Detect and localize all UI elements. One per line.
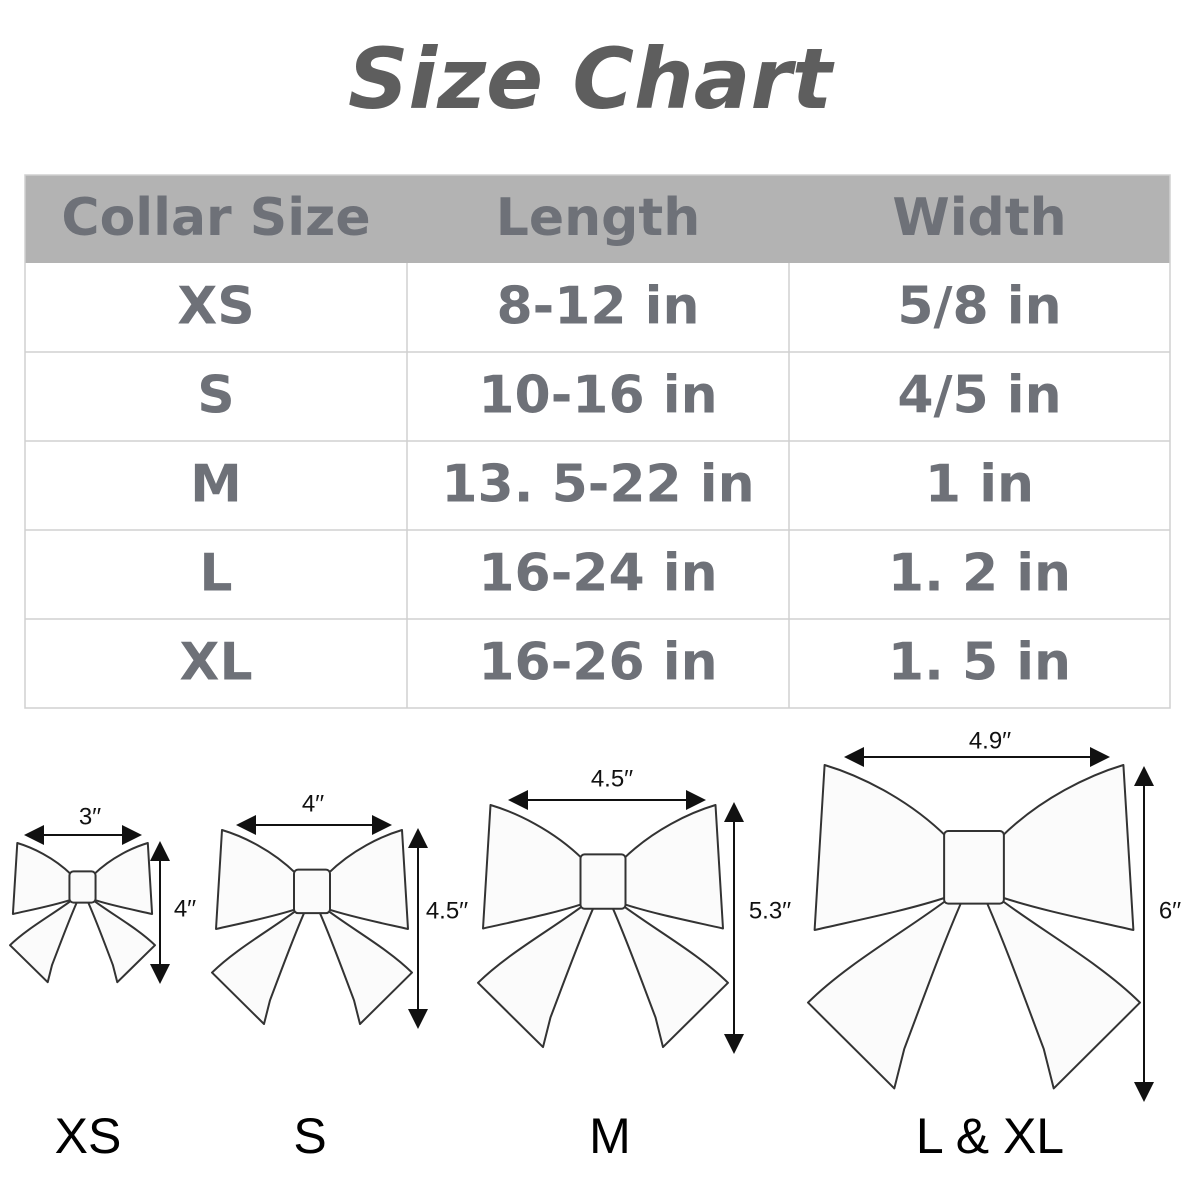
bow-part xyxy=(986,896,1141,1090)
table-cell: 1. 5 in xyxy=(888,633,1071,693)
bow-knot xyxy=(293,868,331,915)
width-label: 4′′ xyxy=(302,790,325,817)
bow-part xyxy=(319,908,413,1025)
bow-part xyxy=(482,804,584,930)
bow-part xyxy=(327,829,409,930)
bow-knot xyxy=(579,853,627,910)
width-label: 4.5′′ xyxy=(591,765,634,792)
table-cell: 10-16 in xyxy=(478,366,717,426)
bow-size-label: XS xyxy=(55,1108,122,1164)
height-label: 5.3′′ xyxy=(749,897,792,924)
table-cell: M xyxy=(190,455,242,515)
bow-part xyxy=(612,902,729,1049)
title: Size Chart xyxy=(348,30,835,128)
width-label: 3′′ xyxy=(79,803,102,830)
bow-part xyxy=(215,829,297,930)
bow-part xyxy=(93,842,154,915)
height-label: 4.5′′ xyxy=(426,897,469,924)
table-cell: S xyxy=(197,366,234,426)
bow-part xyxy=(11,842,72,915)
bow-size-label: S xyxy=(293,1108,326,1164)
table-cell: 4/5 in xyxy=(897,366,1061,426)
table-cell: 1. 2 in xyxy=(888,544,1071,604)
table-cell: 1 in xyxy=(925,455,1034,515)
table-cell: 16-24 in xyxy=(478,544,717,604)
bow-knot xyxy=(68,870,97,904)
table-cell: 8-12 in xyxy=(496,277,699,337)
table-cell: L xyxy=(199,544,232,604)
table-cell: 5/8 in xyxy=(897,277,1061,337)
bow-part xyxy=(813,764,949,931)
table-cell: XL xyxy=(179,633,252,693)
bow-size-label: M xyxy=(589,1108,631,1164)
width-label: 4.9′′ xyxy=(969,727,1012,754)
height-label: 4′′ xyxy=(174,895,197,922)
bow-part xyxy=(87,898,156,984)
bow-part xyxy=(9,898,78,984)
table-cell: 16-26 in xyxy=(478,633,717,693)
header-cell: Length xyxy=(496,188,701,248)
height-label: 6′′ xyxy=(1159,897,1182,924)
header-bg xyxy=(25,175,1170,263)
bow-knot xyxy=(943,830,1005,905)
header-cell: Width xyxy=(892,188,1066,248)
bow-part xyxy=(622,804,724,930)
bow-part xyxy=(211,908,305,1025)
header-cell: Collar Size xyxy=(61,188,370,248)
bow-part xyxy=(999,764,1135,931)
bow-part xyxy=(477,902,594,1049)
bow-size-label: L & XL xyxy=(916,1108,1064,1164)
bow-part xyxy=(807,896,962,1090)
table-cell: XS xyxy=(177,277,255,337)
table-cell: 13. 5-22 in xyxy=(441,455,754,515)
